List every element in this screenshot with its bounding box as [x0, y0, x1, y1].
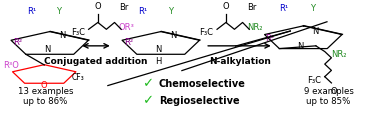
- Text: O: O: [94, 2, 101, 11]
- Text: Y: Y: [167, 7, 172, 16]
- Text: F₃C: F₃C: [71, 28, 85, 37]
- Text: OR³: OR³: [119, 22, 135, 32]
- Text: Regioselective: Regioselective: [159, 96, 240, 106]
- Text: NR₂: NR₂: [247, 22, 262, 32]
- Text: N: N: [44, 45, 50, 54]
- Text: NR₂: NR₂: [332, 50, 347, 60]
- Text: R¹: R¹: [279, 4, 289, 13]
- Text: Y: Y: [310, 4, 315, 13]
- Text: CF₃: CF₃: [72, 73, 85, 82]
- Text: Y: Y: [56, 7, 61, 16]
- Text: R²: R²: [265, 34, 274, 43]
- Text: R²: R²: [124, 38, 133, 47]
- Text: N: N: [297, 42, 304, 51]
- Text: F₃C: F₃C: [199, 28, 213, 37]
- Text: Chemoselective: Chemoselective: [159, 79, 246, 89]
- Text: O: O: [41, 81, 48, 90]
- Text: R¹: R¹: [138, 7, 147, 16]
- Text: N: N: [312, 27, 319, 36]
- Text: R³O: R³O: [3, 61, 19, 70]
- Text: O: O: [330, 87, 337, 96]
- Text: N: N: [59, 30, 65, 40]
- Text: R¹: R¹: [26, 7, 36, 16]
- Text: H: H: [155, 57, 161, 66]
- Text: Conjugated addition: Conjugated addition: [44, 57, 148, 66]
- Text: F₃C: F₃C: [307, 76, 321, 85]
- Text: R²: R²: [13, 38, 22, 47]
- Text: Br: Br: [247, 3, 256, 12]
- Text: 13 examples
up to 86%: 13 examples up to 86%: [17, 87, 73, 106]
- Text: ✓: ✓: [142, 77, 153, 90]
- Text: N: N: [170, 30, 176, 40]
- Text: N: N: [155, 45, 161, 54]
- Text: O: O: [223, 2, 229, 11]
- Text: 9 examples
up to 85%: 9 examples up to 85%: [304, 87, 353, 106]
- Text: Br: Br: [119, 3, 129, 12]
- Text: N-alkylation: N-alkylation: [209, 57, 271, 66]
- Text: ✓: ✓: [142, 94, 153, 107]
